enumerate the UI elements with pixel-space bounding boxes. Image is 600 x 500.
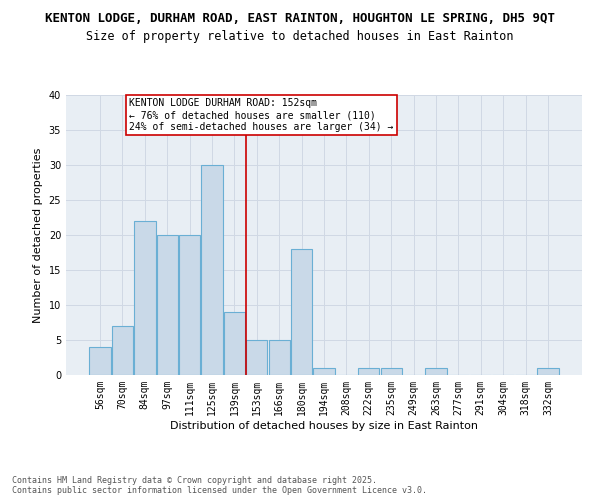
X-axis label: Distribution of detached houses by size in East Rainton: Distribution of detached houses by size … (170, 420, 478, 430)
Bar (157, 235, 178, 375)
Bar (537, 368, 559, 375)
Bar (358, 368, 379, 375)
Bar (246, 340, 268, 375)
Bar (425, 368, 446, 375)
Bar (269, 340, 290, 375)
Bar (224, 312, 245, 375)
Text: KENTON LODGE, DURHAM ROAD, EAST RAINTON, HOUGHTON LE SPRING, DH5 9QT: KENTON LODGE, DURHAM ROAD, EAST RAINTON,… (45, 12, 555, 26)
Text: KENTON LODGE DURHAM ROAD: 152sqm
← 76% of detached houses are smaller (110)
24% : KENTON LODGE DURHAM ROAD: 152sqm ← 76% o… (129, 98, 394, 132)
Bar (291, 249, 312, 375)
Text: Size of property relative to detached houses in East Rainton: Size of property relative to detached ho… (86, 30, 514, 43)
Bar (202, 165, 223, 375)
Bar (134, 221, 155, 375)
Bar (313, 368, 335, 375)
Y-axis label: Number of detached properties: Number of detached properties (33, 148, 43, 322)
Bar (179, 235, 200, 375)
Text: Contains HM Land Registry data © Crown copyright and database right 2025.
Contai: Contains HM Land Registry data © Crown c… (12, 476, 427, 495)
Bar (112, 326, 133, 375)
Bar (380, 368, 402, 375)
Bar (89, 347, 111, 375)
